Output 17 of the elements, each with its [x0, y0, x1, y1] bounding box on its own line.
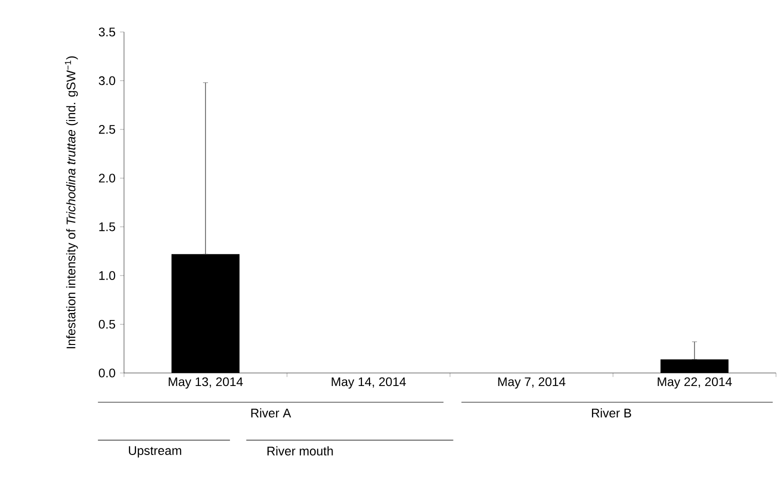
y-tick-label: 2.5: [98, 125, 116, 134]
y-tick-label: 0.5: [98, 320, 116, 329]
x-tick-label: May 13, 2014: [168, 377, 243, 389]
text: River B: [592, 408, 632, 418]
text: River A: [251, 408, 292, 418]
x-tick-label: May 22, 2014: [658, 377, 732, 389]
y-tick-label: 3.0: [98, 76, 116, 86]
y-axis-title: Infestation intensity of Trichodina truttae (ind. gSW$^{−1}$): [64, 56, 78, 348]
y-tick-label: 3.5: [98, 28, 116, 36]
y-tick-label: 1.5: [99, 222, 116, 232]
y-tick-label: 1.0: [99, 271, 116, 280]
y-tick-label: 2.0: [98, 174, 116, 183]
x-tick-label: May 7, 2014: [498, 377, 566, 389]
text: Upstream: [128, 446, 182, 458]
y-tick-label: 0.0: [98, 368, 116, 378]
x-tick-label: May 14, 2014: [332, 377, 406, 389]
text: River mouth: [268, 446, 333, 456]
